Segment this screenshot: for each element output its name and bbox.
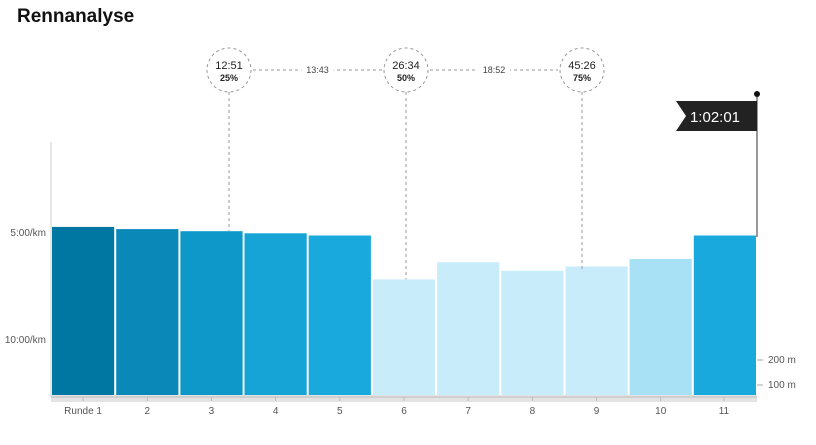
bar-lap-4[interactable] — [244, 233, 307, 397]
elevation-tick-label: 100 m — [768, 380, 796, 391]
split-duration: 18:52 — [483, 65, 506, 75]
x-tick-label: 9 — [594, 406, 600, 417]
x-tick-label: 6 — [401, 406, 407, 417]
finish-flag[interactable] — [676, 101, 757, 131]
bar-lap-10[interactable] — [629, 259, 692, 397]
bar-lap-5[interactable] — [308, 235, 371, 398]
x-tick-label: 8 — [530, 406, 536, 417]
milestone-circle[interactable] — [383, 47, 429, 93]
y-tick-label: 10:00/km — [5, 335, 46, 346]
x-tick-label: Runde 1 — [64, 406, 102, 417]
y-tick-label: 5:00/km — [10, 228, 46, 239]
x-tick-label: 10 — [655, 406, 667, 417]
chart-title: Rennanalyse — [17, 6, 135, 27]
milestone-time: 45:26 — [568, 60, 596, 72]
x-tick-label: 2 — [144, 406, 150, 417]
split-duration: 13:43 — [306, 65, 329, 75]
bar-lap-7[interactable] — [437, 262, 500, 397]
milestone-time: 12:51 — [215, 60, 243, 72]
x-tick-label: 11 — [719, 406, 730, 417]
bar-lap-6[interactable] — [372, 279, 436, 397]
x-tick-label: 4 — [273, 406, 279, 417]
elevation-tick-label: 200 m — [768, 355, 796, 366]
bar-lap-11[interactable] — [693, 235, 756, 398]
x-tick-label: 3 — [209, 406, 215, 417]
milestone-percent: 75% — [573, 73, 591, 83]
milestone-percent: 25% — [220, 73, 238, 83]
milestone-circle[interactable] — [559, 47, 605, 93]
x-tick-label: 7 — [465, 406, 471, 417]
split-label-bg — [301, 63, 334, 77]
milestone-percent: 50% — [397, 73, 415, 83]
split-label-bg — [478, 63, 510, 77]
bar-lap-1[interactable] — [52, 226, 115, 397]
finish-pole-top — [754, 91, 760, 97]
bar-lap-2[interactable] — [116, 229, 179, 397]
x-tick-label: 5 — [337, 406, 343, 417]
finish-time: 1:02:01 — [690, 109, 740, 126]
bar-lap-3[interactable] — [180, 231, 243, 397]
milestone-circle[interactable] — [206, 47, 252, 93]
bar-lap-9[interactable] — [565, 266, 628, 398]
bar-lap-8[interactable] — [501, 270, 564, 397]
milestone-time: 26:34 — [392, 60, 420, 72]
